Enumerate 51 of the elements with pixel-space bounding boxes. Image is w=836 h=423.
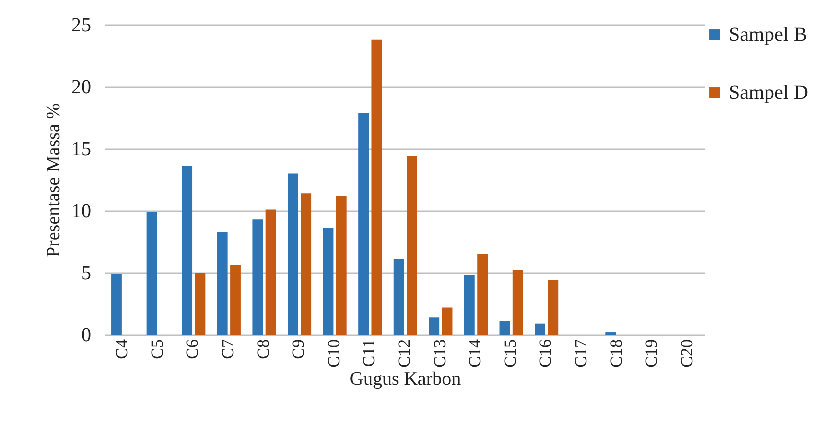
bar [500, 321, 510, 335]
legend-label: Sampel D [729, 82, 808, 104]
x-tick-label: C15 [500, 340, 520, 368]
bar [195, 273, 206, 335]
x-tick-label: C19 [642, 340, 662, 368]
bar [301, 194, 312, 335]
bar [112, 274, 122, 335]
bar [548, 280, 559, 335]
x-tick-label: C9 [289, 340, 308, 360]
x-tick-label: C13 [430, 340, 450, 368]
bar [230, 266, 241, 335]
y-tick-label: 15 [72, 138, 92, 160]
bar [358, 113, 369, 335]
bar [217, 232, 228, 335]
x-tick-label: C7 [218, 339, 238, 360]
x-tick-label: C16 [536, 340, 556, 368]
x-tick-label: C11 [360, 340, 379, 368]
bar [394, 259, 404, 335]
bar [512, 270, 524, 335]
bar [464, 275, 475, 335]
bar [535, 324, 546, 335]
y-axis-title: Presentase Massa % [44, 103, 64, 258]
x-tick-label: C17 [571, 339, 590, 368]
bar [429, 318, 440, 335]
bar [478, 254, 488, 335]
x-tick-label: C10 [324, 340, 344, 368]
bar [442, 308, 453, 335]
bar [372, 40, 382, 335]
bar [407, 156, 418, 335]
legend-label: Sampel B [729, 24, 808, 46]
x-tick-label: C20 [677, 340, 696, 368]
y-tick-label: 25 [72, 14, 92, 36]
bar [288, 174, 298, 335]
y-tick-label: 10 [72, 200, 92, 222]
x-tick-label: C18 [606, 340, 626, 368]
bar [252, 220, 264, 335]
x-tick-label: C6 [183, 340, 202, 360]
x-tick-label: C4 [112, 339, 132, 360]
x-tick-label: C5 [148, 340, 167, 360]
y-tick-label: 5 [82, 262, 92, 284]
bar [182, 166, 193, 335]
x-axis-title: Gugus Karbon [350, 368, 462, 390]
bar [146, 212, 158, 335]
bar [336, 196, 347, 335]
x-tick-label: C8 [254, 340, 273, 360]
y-tick-label: 20 [72, 76, 92, 98]
bar [266, 210, 276, 335]
x-tick-label: C14 [466, 339, 485, 368]
bar [323, 228, 334, 335]
x-tick-label: C12 [395, 340, 414, 368]
y-tick-label: 0 [82, 324, 92, 346]
